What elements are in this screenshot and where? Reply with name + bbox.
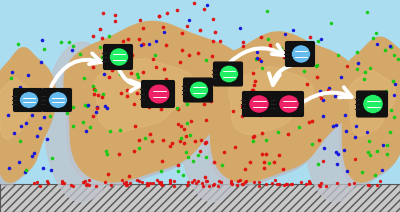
Bar <box>0 184 400 212</box>
Ellipse shape <box>363 95 383 113</box>
Ellipse shape <box>220 65 238 83</box>
Ellipse shape <box>292 45 310 63</box>
Polygon shape <box>229 67 313 134</box>
FancyBboxPatch shape <box>242 92 274 117</box>
FancyBboxPatch shape <box>42 88 72 112</box>
Polygon shape <box>0 48 56 182</box>
Polygon shape <box>340 37 400 182</box>
FancyBboxPatch shape <box>184 78 212 102</box>
Ellipse shape <box>190 81 208 99</box>
Polygon shape <box>64 21 249 182</box>
FancyBboxPatch shape <box>286 42 314 67</box>
Polygon shape <box>61 25 246 186</box>
Polygon shape <box>349 71 396 136</box>
Polygon shape <box>94 59 196 131</box>
Ellipse shape <box>279 95 299 113</box>
FancyBboxPatch shape <box>214 62 242 86</box>
Ellipse shape <box>148 84 170 104</box>
Polygon shape <box>206 32 359 182</box>
Polygon shape <box>0 52 52 186</box>
Ellipse shape <box>180 62 246 202</box>
FancyBboxPatch shape <box>104 45 132 70</box>
FancyBboxPatch shape <box>14 88 42 112</box>
Ellipse shape <box>44 42 120 202</box>
FancyBboxPatch shape <box>356 91 388 117</box>
Ellipse shape <box>110 48 128 66</box>
FancyBboxPatch shape <box>272 92 304 117</box>
Ellipse shape <box>49 92 67 108</box>
Polygon shape <box>202 36 356 186</box>
Polygon shape <box>0 78 32 139</box>
Ellipse shape <box>249 95 269 113</box>
Ellipse shape <box>305 72 365 202</box>
Polygon shape <box>337 41 400 186</box>
Ellipse shape <box>20 92 38 108</box>
FancyBboxPatch shape <box>142 81 174 107</box>
